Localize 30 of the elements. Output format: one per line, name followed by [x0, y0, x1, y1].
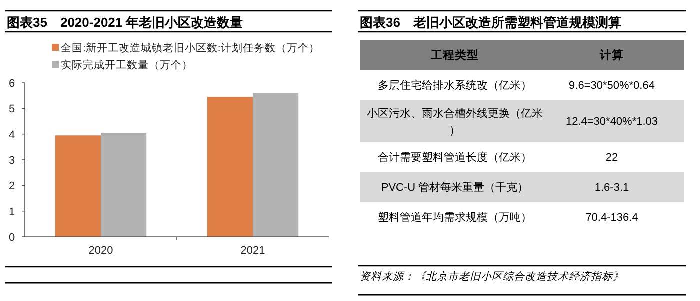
- bar: [253, 93, 299, 237]
- y-tick-label: 0: [8, 232, 16, 244]
- y-tick-label: 4: [8, 129, 16, 142]
- x-tick-label: 2021: [240, 245, 266, 257]
- text: 计算: [599, 48, 624, 62]
- text: 1.6-3.1: [594, 182, 630, 194]
- y-tick-label: 2: [8, 180, 16, 193]
- text: 塑料管道年均需求规模（万吨）: [378, 211, 532, 224]
- text: 12.4=30*40%*1.03: [566, 116, 658, 128]
- text: 图表36 老旧小区改造所需塑料管道规模测算: [360, 15, 622, 30]
- text: 合计需要塑料管道长度（亿米）: [378, 151, 532, 164]
- text: PVC-U 管材每米重量（千克）: [381, 181, 529, 194]
- text: 70.4-136.4: [586, 212, 638, 224]
- text: 多层住宅给排水系统改（亿米）: [378, 79, 532, 92]
- y-tick-label: 6: [8, 78, 16, 90]
- text: 资料来源：《北京市老旧小区综合改造技术经济指标》: [360, 271, 624, 283]
- text: 工程类型: [430, 48, 479, 62]
- legend-label: 全国:新开工改造城镇老旧小区数:计划任务数（万个）: [61, 42, 320, 54]
- y-tick-label: 5: [8, 104, 16, 116]
- y-tick-label: 1: [8, 206, 16, 218]
- text: 小区污水、雨水合槽外线更换（亿米）: [367, 107, 543, 137]
- bar: [207, 97, 253, 237]
- text: 9.6=30*50%*0.64: [569, 80, 655, 92]
- text: 22: [606, 152, 618, 164]
- bar: [55, 136, 101, 237]
- y-tick-label: 3: [8, 155, 16, 167]
- bar: [101, 133, 147, 237]
- x-tick-label: 2020: [88, 245, 114, 257]
- chart-title: 图表35 2020-2021 年老旧小区改造数量: [7, 15, 244, 30]
- legend-label: 实际完成开工数量（万个）: [61, 58, 193, 72]
